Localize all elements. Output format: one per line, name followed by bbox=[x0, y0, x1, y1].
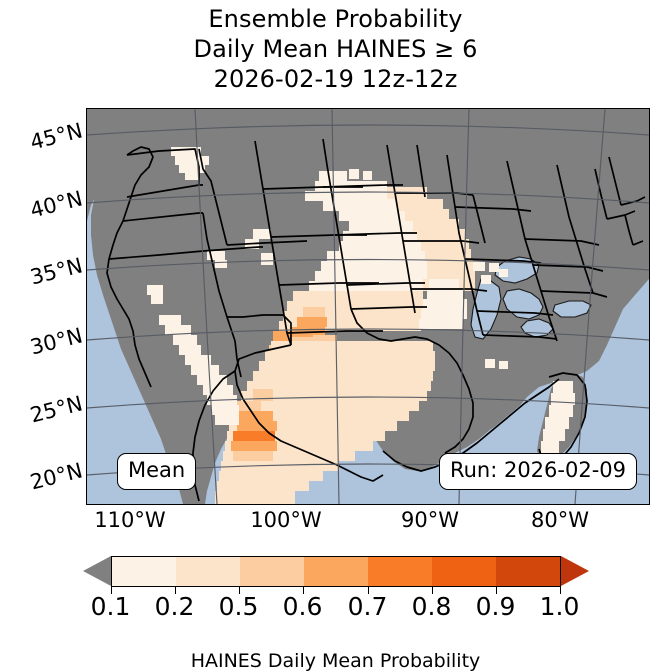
colorbar-over-arrow bbox=[560, 556, 589, 586]
colorbar-segment-7 bbox=[495, 557, 560, 586]
colorbar-under-arrow bbox=[82, 556, 111, 586]
title-line-1: Ensemble Probability bbox=[208, 5, 463, 33]
mean-label-box: Mean bbox=[117, 453, 197, 490]
colorbar-tick-5: 0.8 bbox=[411, 592, 452, 621]
colorbar-ticks bbox=[110, 587, 561, 594]
colorbar-tick-6: 0.9 bbox=[475, 592, 516, 621]
lat-tick-label-30n: 30°N bbox=[27, 323, 85, 360]
lon-tick-label-90w: 90°W bbox=[401, 508, 459, 532]
colorbar-tick-1: 0.2 bbox=[154, 592, 195, 621]
colorbar-segment-1 bbox=[111, 557, 176, 586]
lon-tick-label-110w: 110°W bbox=[94, 508, 166, 532]
probability-field bbox=[147, 147, 575, 504]
title-line-2: Daily Mean HAINES ≥ 6 bbox=[193, 35, 478, 63]
map-geometry bbox=[87, 109, 649, 504]
lon-tick-label-80w: 80°W bbox=[531, 508, 589, 532]
title-line-3: 2026-02-19 12z-12z bbox=[213, 65, 458, 93]
lat-tick-label-25n: 25°N bbox=[27, 391, 85, 428]
colorbar-tick-3: 0.6 bbox=[282, 592, 323, 621]
colorbar-tick-labels: 0.1 0.2 0.5 0.6 0.7 0.8 0.9 1.0 bbox=[71, 592, 601, 622]
colorbar-tick-0: 0.1 bbox=[90, 592, 131, 621]
lat-tick-label-40n: 40°N bbox=[27, 186, 85, 223]
colorbar-tick-7: 1.0 bbox=[539, 592, 580, 621]
map-plot-area[interactable]: Mean Run: 2026-02-09 bbox=[86, 108, 650, 505]
colorbar-tick-4: 0.7 bbox=[347, 592, 388, 621]
map-canvas bbox=[87, 109, 649, 504]
great-lakes bbox=[470, 256, 592, 340]
lat-tick-label-45n: 45°N bbox=[27, 118, 85, 155]
colorbar: 0.1 0.2 0.5 0.6 0.7 0.8 0.9 1.0 HAINES D… bbox=[0, 552, 671, 672]
chart-title: Ensemble Probability Daily Mean HAINES ≥… bbox=[0, 4, 671, 94]
colorbar-segment-2 bbox=[175, 557, 240, 586]
lat-tick-label-20n: 20°N bbox=[27, 458, 85, 495]
colorbar-segment-4 bbox=[303, 557, 368, 586]
colorbar-caption: HAINES Daily Mean Probability bbox=[190, 650, 481, 672]
land-mass-north-america bbox=[87, 109, 649, 221]
colorbar-segments bbox=[110, 556, 561, 587]
colorbar-segment-6 bbox=[431, 557, 496, 586]
run-date-label-box: Run: 2026-02-09 bbox=[438, 453, 637, 490]
graticule bbox=[87, 109, 649, 504]
colorbar-segment-3 bbox=[239, 557, 304, 586]
colorbar-segment-5 bbox=[367, 557, 432, 586]
lat-tick-label-35n: 35°N bbox=[27, 253, 85, 290]
colorbar-strip[interactable] bbox=[71, 552, 601, 594]
state-boundaries bbox=[106, 138, 646, 502]
colorbar-tick-2: 0.5 bbox=[218, 592, 259, 621]
lon-tick-label-100w: 100°W bbox=[250, 508, 322, 532]
